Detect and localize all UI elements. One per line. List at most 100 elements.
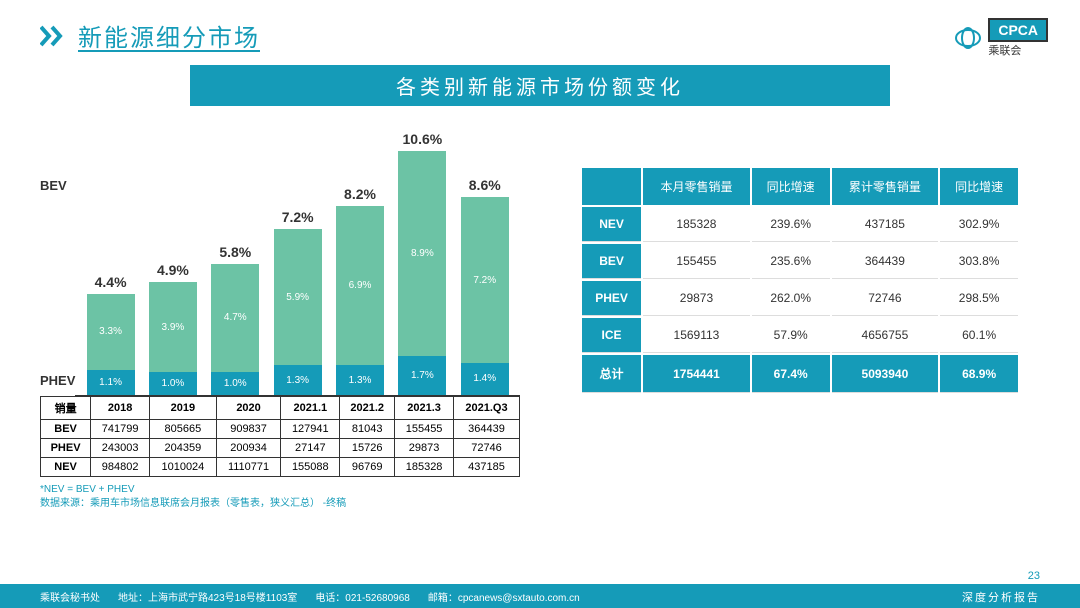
- summary-row-label: PHEV: [582, 281, 641, 316]
- bar-segment-bev: 7.2%: [461, 197, 509, 363]
- footer-org: 乘联会秘书处: [40, 589, 100, 604]
- bar-segment-bev: 6.9%: [336, 206, 384, 365]
- table-cell: 127941: [281, 420, 340, 439]
- summary-cell: 57.9%: [752, 318, 830, 353]
- table-cell: 364439: [454, 420, 520, 439]
- summary-row-label: NEV: [582, 207, 641, 242]
- bar-segment-bev: 3.9%: [149, 282, 197, 372]
- table-row: NEV9848021010024111077115508896769185328…: [41, 458, 520, 477]
- summary-cell: 60.1%: [940, 318, 1018, 353]
- logo-icon: [954, 26, 982, 50]
- summary-col-header: 同比增速: [940, 168, 1018, 205]
- summary-cell: 29873: [643, 281, 750, 316]
- table-col-header: 2021.Q3: [454, 397, 520, 420]
- summary-cell: 364439: [832, 244, 939, 279]
- table-cell: 15726: [340, 439, 395, 458]
- bar-total-label: 8.2%: [344, 186, 376, 202]
- table-cell: 72746: [454, 439, 520, 458]
- table-cell: 81043: [340, 420, 395, 439]
- bar-total-label: 4.9%: [157, 262, 189, 278]
- summary-total-cell: 67.4%: [752, 355, 830, 393]
- table-col-header: 2021.3: [395, 397, 454, 420]
- table-cell: 805665: [150, 420, 217, 439]
- bar-segment-phev: 1.3%: [336, 365, 384, 395]
- table-col-header: 2021.2: [340, 397, 395, 420]
- table-cell: 984802: [91, 458, 150, 477]
- summary-total-cell: 68.9%: [940, 355, 1018, 393]
- summary-total-row: 总计175444167.4%509394068.9%: [582, 355, 1018, 393]
- bar-total-label: 8.6%: [469, 177, 501, 193]
- table-col-header: 2019: [150, 397, 217, 420]
- footer-tel: 电话：021-52680968: [315, 589, 410, 604]
- summary-table: 本月零售销量同比增速累计零售销量同比增速NEV185328239.6%43718…: [580, 166, 1020, 395]
- table-cell: 96769: [340, 458, 395, 477]
- bar-segment-phev: 1.0%: [149, 372, 197, 395]
- table-col-header: 2020: [216, 397, 281, 420]
- logo-sub: 乘联会: [988, 42, 1048, 58]
- summary-col-header: 累计零售销量: [832, 168, 939, 205]
- bar-segment-bev: 4.7%: [211, 264, 259, 372]
- summary-row: ICE156911357.9%465675560.1%: [582, 318, 1018, 353]
- table-cell: 185328: [395, 458, 454, 477]
- footnote: *NEV = BEV + PHEV 数据来源：乘用车市场信息联席会月报表（零售表…: [40, 483, 520, 511]
- page-title: 新能源细分市场: [78, 18, 260, 53]
- summary-cell: 1569113: [643, 318, 750, 353]
- summary-col-header: [582, 168, 641, 205]
- table-cell: 155455: [395, 420, 454, 439]
- footer-mail: 邮箱：cpcanews@sxtauto.com.cn: [428, 589, 580, 604]
- table-cell: 243003: [91, 439, 150, 458]
- table-cell: 909837: [216, 420, 281, 439]
- summary-total-cell: 1754441: [643, 355, 750, 393]
- footnote-line2: 数据来源：乘用车市场信息联席会月报表（零售表，狭义汇总） -终稿: [40, 497, 520, 511]
- bar-column: 4.4%3.3%1.1%: [83, 274, 139, 395]
- summary-cell: 72746: [832, 281, 939, 316]
- bar-segment-phev: 1.3%: [274, 365, 322, 395]
- table-row: BEV7417998056659098371279418104315545536…: [41, 420, 520, 439]
- table-cell: 741799: [91, 420, 150, 439]
- data-table: 销量2018201920202021.12021.22021.32021.Q3B…: [40, 396, 520, 477]
- bar-segment-bev: 8.9%: [398, 151, 446, 356]
- chart: BEV PHEV 4.4%3.3%1.1%4.9%3.9%1.0%5.8%4.7…: [40, 116, 520, 396]
- bar-column: 5.8% 4.7%1.0%: [207, 244, 263, 395]
- summary-cell: 155455: [643, 244, 750, 279]
- table-cell: 204359: [150, 439, 217, 458]
- bar-column: 7.2% 5.9%1.3%: [270, 209, 326, 395]
- summary-cell: 4656755: [832, 318, 939, 353]
- table-row-header: BEV: [41, 420, 91, 439]
- summary-cell: 235.6%: [752, 244, 830, 279]
- summary-cell: 262.0%: [752, 281, 830, 316]
- table-cell: 437185: [454, 458, 520, 477]
- summary-cell: 239.6%: [752, 207, 830, 242]
- bar-column: 8.2% 6.9%1.3%: [332, 186, 388, 395]
- table-cell: 200934: [216, 439, 281, 458]
- table-row: PHEV243003204359200934271471572629873727…: [41, 439, 520, 458]
- left-panel: BEV PHEV 4.4%3.3%1.1%4.9%3.9%1.0%5.8%4.7…: [40, 116, 520, 511]
- chevron-icon: [40, 25, 70, 47]
- bar-segment-phev: 1.1%: [87, 370, 135, 395]
- bar-total-label: 5.8%: [219, 244, 251, 260]
- summary-col-header: 同比增速: [752, 168, 830, 205]
- bar-segment-phev: 1.0%: [211, 372, 259, 395]
- summary-cell: 185328: [643, 207, 750, 242]
- header: 新能源细分市场: [0, 0, 1080, 53]
- chart-bars: 4.4%3.3%1.1%4.9%3.9%1.0%5.8%4.7%1.0%7.2%…: [75, 116, 520, 396]
- bar-column: 10.6%8.9%1.7%: [394, 131, 450, 395]
- summary-cell: 303.8%: [940, 244, 1018, 279]
- bar-segment-bev: 5.9%: [274, 229, 322, 365]
- bar-column: 8.6% 7.2%1.4%: [457, 177, 513, 395]
- summary-row: PHEV29873262.0%72746298.5%: [582, 281, 1018, 316]
- summary-cell: 298.5%: [940, 281, 1018, 316]
- table-cell: 1110771: [216, 458, 281, 477]
- footer-addr: 地址：上海市武宁路423号18号楼1103室: [118, 589, 297, 604]
- bar-total-label: 7.2%: [282, 209, 314, 225]
- footer: 乘联会秘书处 地址：上海市武宁路423号18号楼1103室 电话：021-526…: [0, 584, 1080, 608]
- table-col-header: 2021.1: [281, 397, 340, 420]
- summary-cell: 302.9%: [940, 207, 1018, 242]
- bar-segment-phev: 1.7%: [398, 356, 446, 395]
- bar-segment-phev: 1.4%: [461, 363, 509, 395]
- bar-column: 4.9% 3.9%1.0%: [145, 262, 201, 395]
- ylabel-phev: PHEV: [40, 373, 75, 388]
- summary-row-label: ICE: [582, 318, 641, 353]
- bar-segment-bev: 3.3%: [87, 294, 135, 370]
- summary-row: BEV155455235.6%364439303.8%: [582, 244, 1018, 279]
